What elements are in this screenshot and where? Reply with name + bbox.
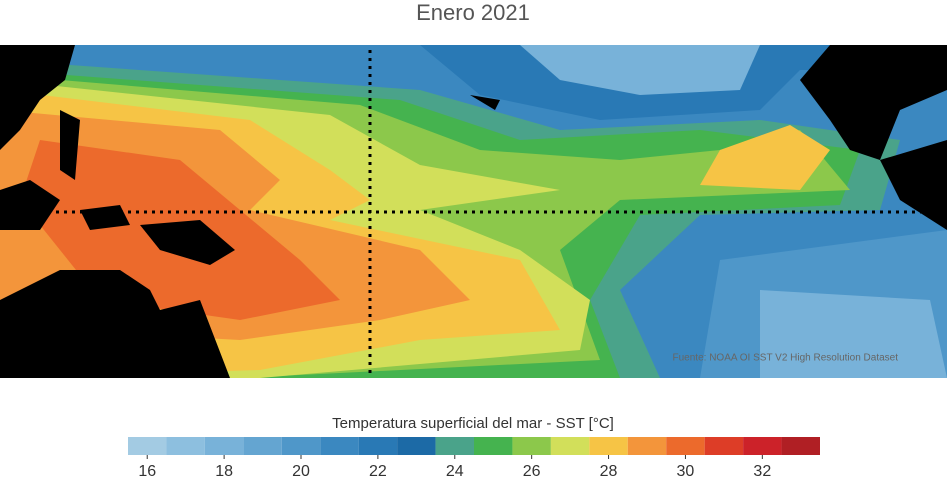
colorbar-tick-label: 20 <box>292 463 310 480</box>
colorbar-tick-label: 18 <box>215 463 233 480</box>
colorbar-bin <box>358 437 398 455</box>
colorbar-label: Temperatura superficial del mar - SST [°… <box>332 415 614 432</box>
colorbar-bin <box>743 437 782 455</box>
colorbar-bin <box>627 437 667 455</box>
colorbar-tick-label: 28 <box>600 463 618 480</box>
colorbar-bin <box>166 437 205 455</box>
colorbar-bin <box>512 437 551 455</box>
colorbar-tick-label: 26 <box>523 463 541 480</box>
sst-map <box>0 45 947 378</box>
colorbar-bin <box>781 437 820 455</box>
colorbar-bin <box>666 437 705 455</box>
colorbar-tick-label: 16 <box>138 463 156 480</box>
colorbar-bin <box>281 437 321 455</box>
colorbar-bin <box>397 437 436 455</box>
colorbar-tick-label: 32 <box>753 463 771 480</box>
source-note: Fuente: NOAA OI SST V2 High Resolution D… <box>673 353 899 364</box>
colorbar-bin <box>589 437 628 455</box>
colorbar-bin <box>550 437 590 455</box>
colorbar-tick-label: 24 <box>446 463 464 480</box>
colorbar-bin <box>128 437 167 455</box>
colorbar-tick-label: 22 <box>369 463 387 480</box>
colorbar-bin <box>243 437 282 455</box>
colorbar-bin <box>435 437 474 455</box>
colorbar-bin <box>474 437 513 455</box>
title: Enero 2021 <box>416 0 530 25</box>
colorbar-bin <box>320 437 359 455</box>
colorbar: 16 18 20 22 24 26 28 30 32 <box>128 437 820 480</box>
colorbar-tick-label: 30 <box>677 463 695 480</box>
colorbar-bin <box>704 437 744 455</box>
colorbar-bin <box>204 437 244 455</box>
